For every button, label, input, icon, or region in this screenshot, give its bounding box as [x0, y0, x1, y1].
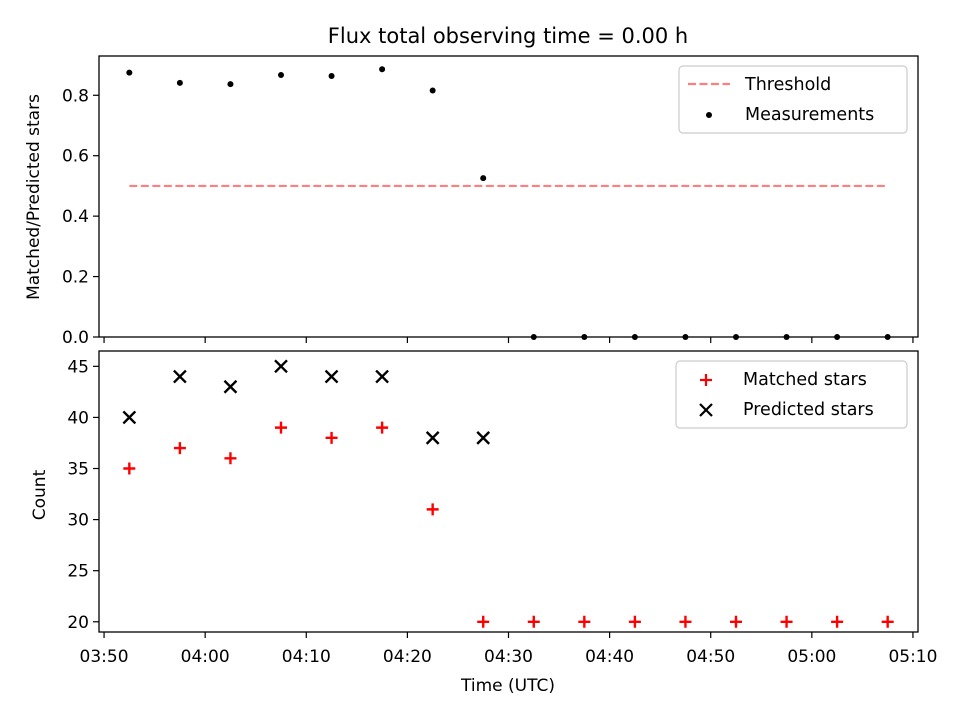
measurements-point [176, 79, 183, 86]
ratio-y-tick-label: 0.0 [62, 328, 89, 348]
measurements-point [227, 81, 234, 88]
ratio-y-axis: 0.0 0.2 0.4 0.6 0.8 [62, 86, 99, 348]
predicted-stars-point [122, 410, 137, 425]
threshold-legend-label: Threshold [744, 75, 831, 95]
count-y-tick-label: 35 [67, 460, 89, 480]
measurements-point [126, 69, 133, 76]
count-y-tick-label: 20 [67, 613, 89, 633]
count-y-tick-label: 25 [67, 562, 89, 582]
predicted-stars-point [223, 379, 238, 394]
x-tick-label: 04:00 [181, 647, 230, 667]
ratio-y-tick-label: 0.6 [62, 147, 89, 167]
matched-stars-point [628, 615, 641, 628]
count-axes-frame [98, 350, 919, 633]
x-tick-label: 04:50 [686, 647, 735, 667]
ratio-y-tick-label: 0.2 [62, 268, 89, 288]
x-tick-label: 05:10 [888, 647, 937, 667]
matched-stars-point [123, 462, 136, 475]
predicted-legend-label: Predicted stars [743, 400, 874, 420]
x-tick-label: 04:30 [484, 647, 533, 667]
matched-legend-swatch [700, 374, 712, 386]
matched-stars-point [881, 615, 894, 628]
measurements-point [328, 72, 335, 79]
ratio-legend-box [678, 65, 908, 134]
matched-stars-point [325, 431, 338, 444]
matched-stars-point [224, 452, 237, 465]
predicted-stars-point [476, 431, 491, 445]
count-y-tick-label: 30 [67, 511, 89, 531]
ratio-legend: Threshold Measurements [678, 65, 908, 134]
predicted-stars-point [324, 369, 339, 384]
count-x-axis: 03:50 04:00 04:10 04:20 04:30 04:40 04:50 05:00… [80, 632, 937, 667]
count-y-axis: 20 25 30 35 40 45 [67, 357, 99, 633]
measurements-legend-swatch [706, 112, 712, 118]
x-tick-label: 03:50 [80, 647, 129, 667]
ratio-panel: Flux total observing time = 0.00 h Match… [24, 24, 919, 348]
count-panel: Count Time (UTC) 20 25 30 35 40 45 03:50 04:00… [30, 350, 937, 696]
x-tick-label: 04:40 [585, 647, 634, 667]
measurements-point [429, 87, 436, 94]
count-y-axis-label: Count [30, 469, 50, 520]
matched-stars-point [275, 421, 287, 434]
predicted-stars-point [274, 359, 288, 374]
matched-stars-point [477, 615, 490, 628]
x-tick-label: 05:00 [787, 647, 836, 667]
x-tick-label: 04:20 [383, 647, 432, 667]
ratio-y-axis-label: Matched/Predicted stars [24, 94, 44, 300]
count-legend-box [675, 360, 908, 429]
predicted-stars-point [173, 369, 187, 384]
ratio-axes-frame [98, 55, 919, 338]
count-y-tick-label: 40 [67, 408, 89, 428]
ratio-y-tick-label: 0.8 [62, 86, 89, 106]
measurements-point [379, 66, 386, 73]
matched-stars-point [730, 615, 742, 628]
matched-stars-point [780, 615, 793, 628]
predicted-stars-point [425, 431, 440, 445]
matched-stars-point [376, 421, 389, 434]
measurements-point [480, 175, 487, 182]
matched-stars-point [173, 442, 186, 455]
matched-stars-point [426, 503, 439, 516]
ratio-chart-title: Flux total observing time = 0.00 h [328, 24, 688, 48]
measurements-point [278, 72, 284, 79]
predicted-legend-swatch [699, 403, 713, 417]
matched-stars-point [679, 615, 692, 628]
matched-stars-point [831, 615, 844, 628]
predicted-stars-point [375, 369, 389, 384]
measurements-legend-label: Measurements [745, 105, 874, 125]
ratio-x-axis-ticks [103, 337, 914, 343]
ratio-y-tick-label: 0.4 [62, 207, 89, 227]
matched-stars-point [527, 615, 540, 628]
matched-stars-point [578, 615, 591, 628]
x-axis-label: Time (UTC) [460, 676, 555, 696]
matched-legend-label: Matched stars [743, 370, 867, 390]
count-y-tick-label: 45 [67, 357, 89, 377]
count-legend: Matched stars Predicted stars [675, 360, 908, 429]
x-tick-label: 04:10 [282, 647, 331, 667]
count-plot-area [122, 359, 894, 628]
